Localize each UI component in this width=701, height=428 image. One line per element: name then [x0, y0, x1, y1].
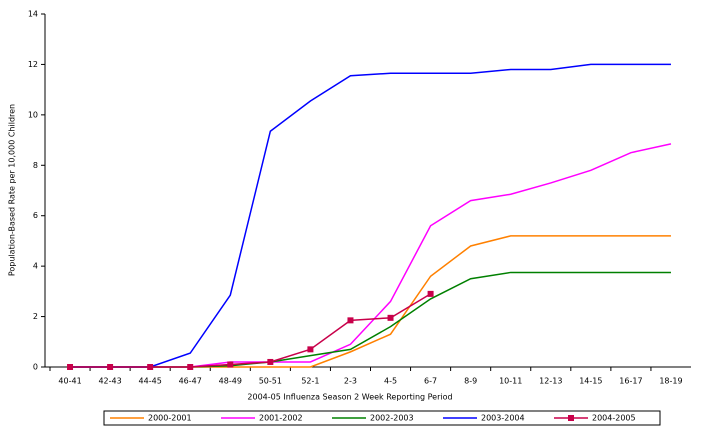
point-marker	[107, 364, 114, 370]
series-line	[70, 293, 431, 368]
y-tick-label: 4	[33, 262, 38, 271]
x-tick-label: 14-15	[579, 377, 602, 386]
y-tick-label: 6	[33, 211, 38, 220]
y-tick-label: 0	[33, 363, 38, 372]
x-tick-label: 2-3	[344, 377, 357, 386]
legend-marker	[568, 415, 574, 421]
y-tick-label: 8	[33, 161, 38, 170]
point-marker	[267, 358, 274, 365]
series-line	[70, 235, 671, 368]
x-tick-label: 40-41	[58, 377, 81, 386]
x-tick-label: 12-13	[539, 377, 562, 386]
x-tick-label: 50-51	[259, 377, 282, 386]
point-marker	[387, 314, 394, 321]
x-tick-label: 16-17	[619, 377, 642, 386]
series-line	[70, 63, 671, 368]
legend-label: 2001-2002	[259, 414, 303, 423]
x-tick-label: 8-9	[464, 377, 477, 386]
x-tick-label: 10-11	[499, 377, 522, 386]
point-marker	[427, 290, 434, 297]
legend-box	[103, 410, 661, 426]
x-tick-label: 18-19	[659, 377, 682, 386]
point-marker	[307, 346, 314, 353]
x-tick-label: 6-7	[424, 377, 437, 386]
y-tick-label: 10	[28, 110, 38, 119]
legend-label: 2000-2001	[148, 414, 192, 423]
x-axis-label: 2004-05 Influenza Season 2 Week Reportin…	[247, 393, 452, 402]
series-line	[70, 143, 672, 368]
legend-label: 2004-2005	[592, 414, 636, 423]
y-tick-label: 14	[28, 10, 38, 19]
legend-label: 2002-2003	[370, 414, 414, 423]
x-tick-label: 52-1	[301, 377, 319, 386]
y-axis-label: Population-Based Rate per 10,000 Childre…	[8, 104, 17, 276]
point-marker	[347, 317, 354, 324]
point-marker	[67, 364, 74, 370]
y-tick-label: 12	[28, 60, 38, 69]
x-tick-label: 44-45	[139, 377, 162, 386]
point-marker	[227, 361, 234, 368]
x-tick-label: 4-5	[384, 377, 397, 386]
x-tick-label: 46-47	[179, 377, 202, 386]
y-tick-label: 2	[33, 312, 38, 321]
point-marker	[187, 364, 194, 370]
point-marker	[147, 364, 154, 370]
legend-label: 2003-2004	[481, 414, 525, 423]
x-tick-label: 48-49	[219, 377, 242, 386]
x-tick-label: 42-43	[98, 377, 121, 386]
